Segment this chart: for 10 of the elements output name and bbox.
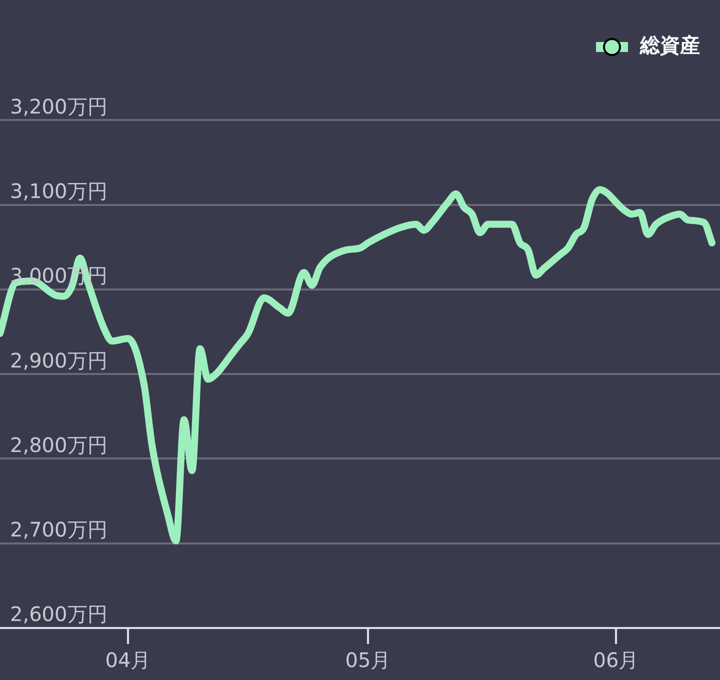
y-tick-label: 3,200万円	[10, 94, 108, 118]
y-tick-label: 2,900万円	[10, 348, 108, 372]
legend-label: 総資産	[639, 33, 700, 58]
y-tick-label: 2,700万円	[10, 518, 108, 542]
y-tick-label: 2,800万円	[10, 432, 108, 457]
x-tick-label: 05月	[345, 648, 391, 672]
y-tick-label: 3,100万円	[10, 179, 108, 204]
x-tick-label: 06月	[593, 648, 639, 672]
x-tick-label: 04月	[105, 648, 151, 672]
y-tick-label: 2,600万円	[10, 602, 108, 626]
